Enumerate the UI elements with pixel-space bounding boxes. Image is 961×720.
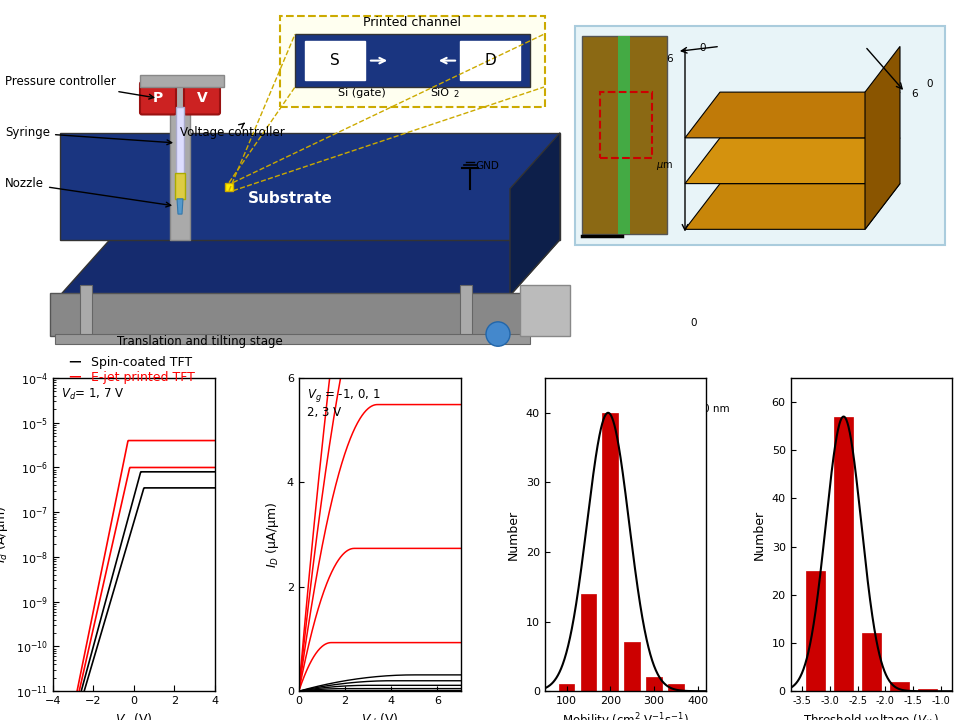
Bar <box>579 594 596 691</box>
X-axis label: Mobility (cm$^2$ V$^{-1}$s$^{-1}$): Mobility (cm$^2$ V$^{-1}$s$^{-1}$) <box>561 711 688 720</box>
Text: 2: 2 <box>453 90 457 99</box>
Text: 0: 0 <box>925 79 932 89</box>
Text: Substrate: Substrate <box>247 192 333 207</box>
Polygon shape <box>177 199 183 214</box>
Bar <box>170 82 190 240</box>
Bar <box>667 684 683 691</box>
Text: 0: 0 <box>689 318 696 328</box>
Text: Pressure controller: Pressure controller <box>5 76 154 99</box>
Polygon shape <box>684 92 899 138</box>
Text: S: S <box>330 53 339 68</box>
Polygon shape <box>60 240 559 295</box>
Polygon shape <box>864 46 899 230</box>
Bar <box>140 75 224 87</box>
Bar <box>459 41 520 80</box>
Text: Si (gate): Si (gate) <box>337 88 385 98</box>
Text: V: V <box>196 91 208 105</box>
Text: 6: 6 <box>911 89 918 99</box>
Text: Translation and tilting stage: Translation and tilting stage <box>117 336 283 348</box>
Text: 0: 0 <box>699 43 705 53</box>
Text: 6: 6 <box>666 53 673 63</box>
Text: $V_d$= 1, 7 V: $V_d$= 1, 7 V <box>61 387 124 402</box>
Text: Nozzle: Nozzle <box>5 177 170 207</box>
Y-axis label: $I_D$ (μA/μm): $I_D$ (μA/μm) <box>264 501 281 568</box>
Text: SiO: SiO <box>430 88 449 98</box>
Bar <box>176 107 184 179</box>
Text: P: P <box>153 91 163 105</box>
Bar <box>295 34 530 87</box>
X-axis label: $V_g$ (V): $V_g$ (V) <box>115 711 153 720</box>
Bar <box>80 285 92 341</box>
Text: Syringe: Syringe <box>5 126 171 145</box>
Bar <box>602 413 618 691</box>
Text: ─: ─ <box>69 354 80 372</box>
Bar <box>861 634 880 691</box>
Y-axis label: Number: Number <box>752 510 765 559</box>
FancyBboxPatch shape <box>184 82 220 114</box>
Text: $\mu$m: $\mu$m <box>655 161 673 172</box>
Polygon shape <box>60 132 559 240</box>
Bar <box>225 183 233 191</box>
Polygon shape <box>684 184 899 230</box>
Polygon shape <box>684 138 899 184</box>
Text: 100 nm: 100 nm <box>689 405 728 414</box>
Bar <box>805 571 825 691</box>
Bar <box>624 642 639 691</box>
Text: E-jet printed TFT: E-jet printed TFT <box>91 371 195 384</box>
Bar <box>175 174 185 199</box>
Text: ─: ─ <box>69 369 80 386</box>
Text: GND: GND <box>475 161 499 171</box>
Bar <box>50 293 530 336</box>
Bar <box>459 285 472 341</box>
Bar <box>646 678 661 691</box>
Bar <box>833 417 852 691</box>
Bar <box>520 285 570 336</box>
Bar <box>280 16 545 107</box>
FancyBboxPatch shape <box>140 82 176 114</box>
X-axis label: Threshold voltage ($V_{th}$): Threshold voltage ($V_{th}$) <box>802 711 939 720</box>
Polygon shape <box>509 132 559 295</box>
Text: $V_g$ = -1, 0, 1
2, 3 V: $V_g$ = -1, 0, 1 2, 3 V <box>307 387 380 419</box>
Text: Spin-coated TFT: Spin-coated TFT <box>91 356 192 369</box>
Bar <box>889 682 908 691</box>
Bar <box>305 41 364 80</box>
Text: D: D <box>483 53 495 68</box>
Circle shape <box>485 322 509 346</box>
Y-axis label: Number: Number <box>506 510 520 559</box>
Bar <box>575 26 944 245</box>
Bar <box>558 684 574 691</box>
Text: Printed channel: Printed channel <box>362 17 460 30</box>
Bar <box>581 36 666 235</box>
X-axis label: $V_d$ (V): $V_d$ (V) <box>360 711 398 720</box>
Y-axis label: $I_d$ (A/μm): $I_d$ (A/μm) <box>0 506 11 563</box>
Text: Voltage controller: Voltage controller <box>180 123 284 139</box>
Bar <box>55 334 530 344</box>
Bar <box>617 36 629 235</box>
Bar <box>917 689 936 691</box>
Bar <box>600 92 652 158</box>
